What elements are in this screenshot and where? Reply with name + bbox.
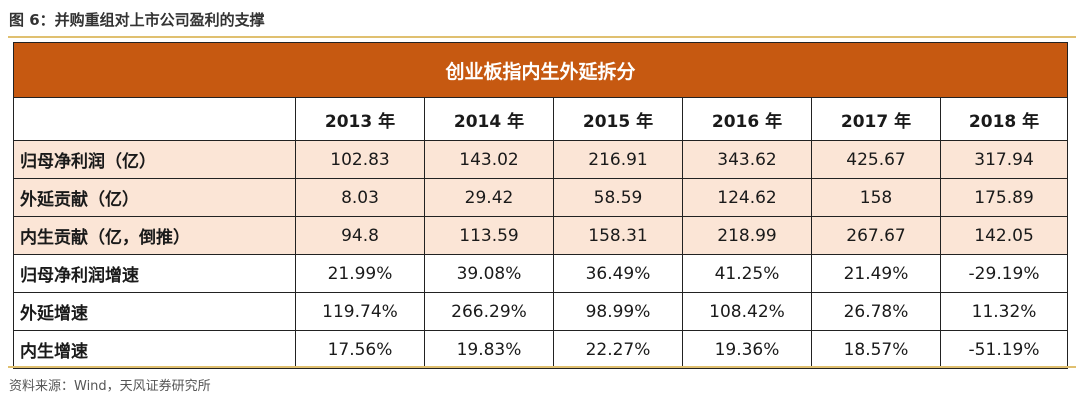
table-cell: 18.57% [811,330,941,369]
table-row: 内生增速 17.56% 19.83% 22.27% 19.36% 18.57% … [13,330,1069,369]
year-header: 2015 年 [553,97,683,141]
table-cell: 22.27% [553,330,683,369]
table-cell: 11.32% [939,292,1069,331]
table-cell: 39.08% [424,254,554,293]
table-cell: 175.89 [939,178,1069,217]
table-cell: 19.83% [424,330,554,369]
table-cell: 142.05 [939,216,1069,255]
top-rule [8,36,1076,38]
figure-title: 图 6：并购重组对上市公司盈利的支撑 [9,11,265,29]
year-header: 2013 年 [295,97,425,141]
table-cell: 26.78% [811,292,941,331]
row-label: 归母净利润增速 [13,254,296,293]
year-header: 2018 年 [939,97,1069,141]
row-label: 内生贡献（亿，倒推） [13,216,296,255]
table-cell: 317.94 [939,140,1069,179]
table-cell: 17.56% [295,330,425,369]
source-note: 资料来源：Wind，天风证券研究所 [9,379,211,394]
table-cell: 36.49% [553,254,683,293]
row-label: 外延贡献（亿） [13,178,296,217]
table-row: 归母净利润增速 21.99% 39.08% 36.49% 41.25% 21.4… [13,254,1069,293]
year-header: 2014 年 [424,97,554,141]
row-label: 归母净利润（亿） [13,140,296,179]
table-cell: 425.67 [811,140,941,179]
table-cell: 266.29% [424,292,554,331]
table-cell: 41.25% [682,254,812,293]
table-row: 外延贡献（亿） 8.03 29.42 58.59 124.62 158 175.… [13,178,1069,217]
table-cell: 158.31 [553,216,683,255]
table-cell: 29.42 [424,178,554,217]
table-row: 归母净利润（亿） 102.83 143.02 216.91 343.62 425… [13,140,1069,179]
table-cell: 98.99% [553,292,683,331]
table-cell: 21.49% [811,254,941,293]
table-cell: 124.62 [682,178,812,217]
table-banner-row: 创业板指内生外延拆分 [12,42,1069,98]
table-cell: 8.03 [295,178,425,217]
table-cell: 108.42% [682,292,812,331]
row-label: 外延增速 [13,292,296,331]
table-cell: 19.36% [682,330,812,369]
table-cell: 102.83 [295,140,425,179]
table-row: 内生贡献（亿，倒推） 94.8 113.59 158.31 218.99 267… [13,216,1069,255]
year-header: 2016 年 [682,97,812,141]
header-row: 2013 年 2014 年 2015 年 2016 年 2017 年 2018 … [13,97,1069,141]
table-banner-title: 创业板指内生外延拆分 [12,42,1069,98]
table-cell: 119.74% [295,292,425,331]
header-corner-cell [13,97,296,141]
table-cell: 218.99 [682,216,812,255]
table-row: 外延增速 119.74% 266.29% 98.99% 108.42% 26.7… [13,292,1069,331]
row-label: 内生增速 [13,330,296,369]
table-cell: 21.99% [295,254,425,293]
table-cell: 94.8 [295,216,425,255]
table-cell: 216.91 [553,140,683,179]
table-cell: -51.19% [939,330,1069,369]
table-cell: 143.02 [424,140,554,179]
table-cell: 267.67 [811,216,941,255]
year-header: 2017 年 [811,97,941,141]
table-cell: 58.59 [553,178,683,217]
table-cell: 113.59 [424,216,554,255]
table-cell: -29.19% [939,254,1069,293]
data-table: 创业板指内生外延拆分 2013 年 2014 年 2015 年 2016 年 2… [12,42,1069,369]
bottom-rule [8,366,1076,368]
table-cell: 158 [811,178,941,217]
table-cell: 343.62 [682,140,812,179]
